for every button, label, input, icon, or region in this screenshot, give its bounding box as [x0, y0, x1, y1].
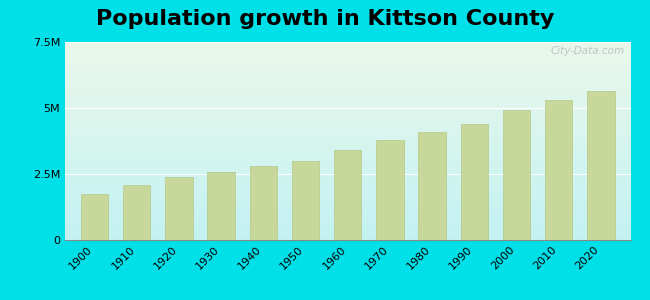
Text: Population growth in Kittson County: Population growth in Kittson County: [96, 9, 554, 29]
Bar: [165, 177, 192, 240]
Bar: [545, 100, 573, 240]
Bar: [419, 132, 446, 240]
Bar: [461, 124, 488, 240]
Bar: [81, 194, 109, 240]
Text: City-Data.com: City-Data.com: [551, 46, 625, 56]
Bar: [292, 161, 319, 240]
Bar: [123, 185, 150, 240]
Bar: [207, 172, 235, 240]
Bar: [587, 91, 615, 240]
Bar: [250, 166, 277, 240]
Bar: [376, 140, 404, 240]
Bar: [503, 110, 530, 240]
Bar: [334, 150, 361, 240]
